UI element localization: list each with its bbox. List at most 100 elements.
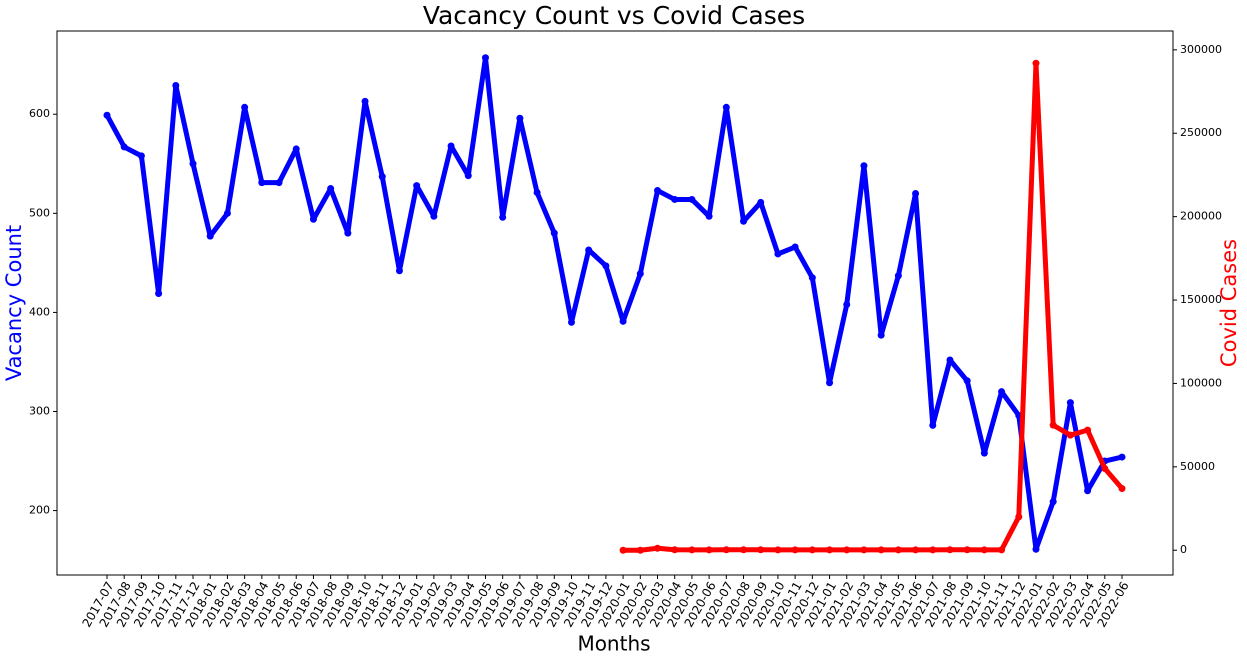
- marker: [740, 217, 748, 225]
- y-tick-label: 500: [29, 206, 50, 219]
- marker: [791, 243, 799, 251]
- marker: [481, 54, 489, 62]
- y2-tick-label: 250000: [1180, 126, 1222, 139]
- marker: [791, 546, 799, 554]
- y2-tick-label: 150000: [1180, 293, 1222, 306]
- marker: [241, 103, 249, 111]
- marker: [258, 179, 266, 187]
- y2-tick-label: 0: [1180, 543, 1187, 556]
- marker: [499, 213, 507, 221]
- marker: [1015, 513, 1023, 521]
- marker: [808, 546, 816, 554]
- marker: [946, 546, 954, 554]
- marker: [137, 152, 145, 160]
- marker: [722, 103, 730, 111]
- marker: [413, 182, 421, 190]
- y-axis-label: Vacancy Count: [2, 225, 26, 381]
- marker: [826, 546, 834, 554]
- marker: [206, 232, 214, 240]
- marker: [671, 195, 679, 203]
- marker: [860, 546, 868, 554]
- marker: [774, 546, 782, 554]
- marker: [877, 331, 885, 339]
- marker: [1049, 421, 1057, 429]
- marker: [516, 114, 524, 122]
- y-tick-label: 300: [29, 405, 50, 418]
- marker: [1084, 426, 1092, 434]
- marker: [327, 185, 335, 193]
- marker: [344, 229, 352, 237]
- marker: [774, 250, 782, 258]
- marker: [894, 272, 902, 280]
- marker: [929, 546, 937, 554]
- marker: [585, 246, 593, 254]
- marker: [1118, 485, 1126, 493]
- y-tick-label: 400: [29, 305, 50, 318]
- marker: [292, 145, 300, 153]
- marker: [309, 215, 317, 223]
- plot-frame: [56, 30, 1174, 576]
- marker: [843, 300, 851, 308]
- marker: [654, 187, 662, 195]
- marker: [705, 546, 713, 554]
- marker: [654, 544, 662, 552]
- chart-title: Vacancy Count vs Covid Cases: [423, 1, 805, 30]
- line: [104, 55, 1123, 552]
- marker: [877, 546, 885, 554]
- marker: [963, 377, 971, 385]
- marker: [1066, 431, 1074, 439]
- marker: [912, 190, 920, 198]
- marker: [550, 229, 558, 237]
- y2-axis-label: Covid Cases: [1217, 239, 1241, 367]
- y2-tick-label: 200000: [1180, 210, 1222, 223]
- marker: [705, 212, 713, 220]
- marker: [533, 189, 541, 197]
- marker: [1032, 545, 1040, 553]
- marker: [172, 81, 180, 89]
- marker: [1084, 487, 1092, 495]
- marker: [912, 546, 920, 554]
- marker: [1032, 59, 1040, 67]
- marker: [447, 142, 455, 150]
- marker: [757, 198, 765, 206]
- marker: [963, 546, 971, 554]
- marker: [378, 173, 386, 181]
- marker: [860, 162, 868, 170]
- marker: [757, 546, 765, 554]
- y2-tick-label: 300000: [1180, 43, 1222, 56]
- marker: [619, 546, 627, 554]
- y-tick-label: 600: [29, 107, 50, 120]
- marker: [740, 546, 748, 554]
- line: [623, 60, 1124, 553]
- marker: [602, 262, 610, 270]
- marker: [998, 546, 1006, 554]
- marker: [688, 546, 696, 554]
- y2-tick-label: 50000: [1180, 460, 1215, 473]
- marker: [980, 546, 988, 554]
- marker: [894, 546, 902, 554]
- x-axis-label: Months: [577, 632, 650, 656]
- marker: [120, 143, 128, 151]
- marker: [103, 111, 111, 119]
- marker: [998, 388, 1006, 396]
- marker: [636, 270, 644, 278]
- marker: [430, 212, 438, 220]
- marker: [361, 97, 369, 105]
- marker: [946, 356, 954, 364]
- marker: [395, 267, 403, 275]
- marker: [1049, 498, 1057, 506]
- marker: [155, 290, 163, 298]
- marker: [843, 546, 851, 554]
- marker: [1066, 399, 1074, 407]
- y2-tick-label: 100000: [1180, 376, 1222, 389]
- marker: [636, 546, 644, 554]
- marker: [464, 172, 472, 180]
- marker: [567, 318, 575, 326]
- marker: [688, 195, 696, 203]
- marker: [619, 317, 627, 325]
- marker: [826, 379, 834, 387]
- marker: [275, 179, 283, 187]
- y-tick-label: 200: [29, 504, 50, 517]
- marker: [1101, 465, 1109, 473]
